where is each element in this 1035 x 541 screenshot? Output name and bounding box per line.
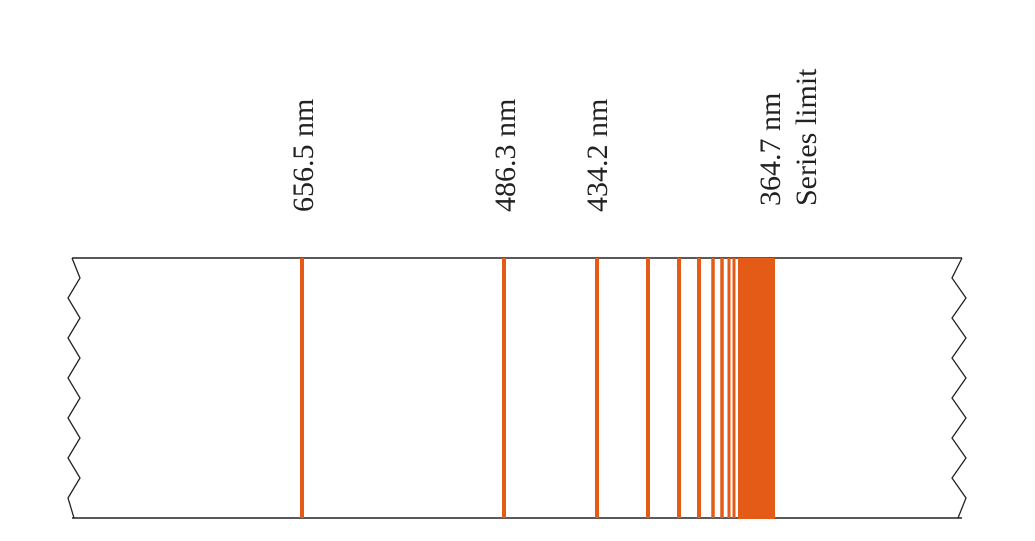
strip-left-torn-edge bbox=[67, 257, 81, 519]
series-limit-band bbox=[738, 258, 775, 519]
strip-right-torn-edge bbox=[951, 257, 967, 519]
label-434-nm: 434.2 nm bbox=[581, 99, 614, 212]
label-656-nm: 656.5 nm bbox=[287, 99, 320, 212]
label-series-limit: Series limit bbox=[790, 68, 823, 206]
label-364-nm: 364.7 nm bbox=[754, 93, 787, 206]
label-486-nm: 486.3 nm bbox=[489, 99, 522, 212]
spectral-lines bbox=[300, 258, 775, 519]
